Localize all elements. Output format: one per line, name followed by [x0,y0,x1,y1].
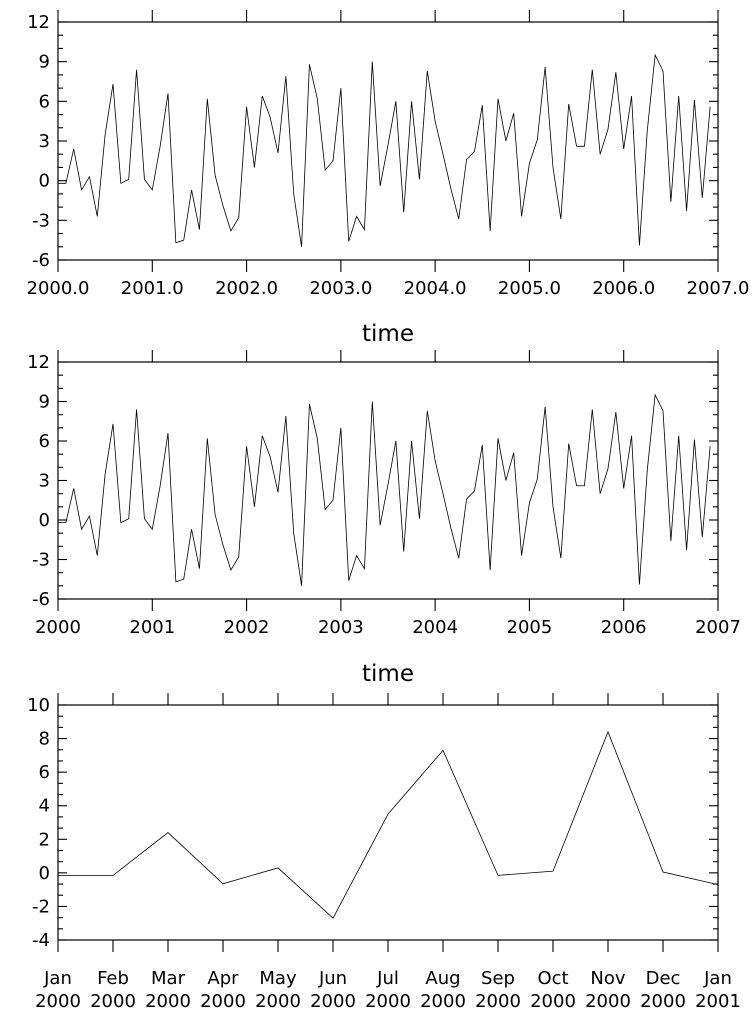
y-tick-label: 10 [27,695,50,716]
y-tick-label: 3 [39,471,50,492]
y-tick-label: -6 [32,250,50,271]
x-tick-label-year: 2000 [310,991,356,1012]
y-tick-label: 3 [39,131,50,152]
x-tick-label-year: 2000 [35,991,81,1012]
y-tick-label: 0 [39,863,50,884]
x-tick-label-year: 2000 [530,991,576,1012]
y-tick-label: -3 [32,550,50,571]
x-tick-label-month: Jun [318,968,347,989]
x-tick-label: 2001 [129,617,175,638]
y-tick-label: 0 [39,510,50,531]
plot-frame [57,21,719,261]
y-tick-label: 4 [39,796,50,817]
series-line [58,393,711,586]
y-tick-label: -4 [32,930,50,951]
chart-panel-1: 12 9 6 3 0 -3 -6 2000.0 2001.0 2002.0 2003.0 2004.0… [27,10,750,347]
x-tick-label: 2005.0 [498,278,561,299]
x-tick-label: 2000.0 [27,278,90,299]
x-tick-label-year: 2000 [90,991,136,1012]
x-tick-label-year: 2000 [420,991,466,1012]
x-axis-title: time [362,321,414,347]
x-tick-label-year: 2000 [640,991,686,1012]
x-tick-label-month: Oct [537,968,568,989]
x-tick-label: 2002.0 [215,278,278,299]
x-tick-label: 2005 [507,617,553,638]
x-tick-label: 2003.0 [309,278,372,299]
x-axis-title: time [362,661,414,687]
plot-frame [57,704,719,941]
y-tick-label: 9 [39,52,50,73]
y-tick-label: 9 [39,392,50,413]
y-tick-label: -3 [32,210,50,231]
x-tick-label-month: Nov [590,968,625,989]
x-tick-label: 2004 [412,617,458,638]
x-tick-label: 2002 [224,617,270,638]
x-tick-label: 2000 [35,617,81,638]
y-tick-label: 6 [39,431,50,452]
plot-frame [57,361,719,600]
y-tick-label: 2 [39,829,50,850]
x-tick-label-month: Mar [151,968,186,989]
x-tick-label-month: Apr [207,968,239,989]
x-tick-label: 2007.0 [687,278,750,299]
x-tick-label-year: 2000 [200,991,246,1012]
x-tick-label-year: 2000 [145,991,191,1012]
x-tick-label-month: Dec [646,968,681,989]
x-tick-label-month: Jan [43,968,72,989]
x-tick-label: 2001.0 [121,278,184,299]
x-tick-label: 2003 [318,617,364,638]
x-tick-label-month: Sep [481,968,515,989]
chart-panel-2: 12 9 6 3 0 -3 -6 2000 2001 2002 2003 2004 2005 2006 20… [27,350,741,687]
y-tick-label: 6 [39,762,50,783]
x-tick-label-year: 2000 [475,991,521,1012]
y-tick-label: 0 [39,171,50,192]
y-tick-label: 8 [39,729,50,750]
x-tick-label-year: 2000 [585,991,631,1012]
y-tick-label: 12 [27,352,50,373]
x-tick-label-month: May [259,968,297,989]
x-tick-label-year: 2000 [255,991,301,1012]
x-tick-label: 2006.0 [592,278,655,299]
x-tick-label-month: Jul [376,968,399,989]
y-tick-label: -6 [32,589,50,610]
x-tick-label-year: 2001 [695,991,741,1012]
y-tick-label: 6 [39,91,50,112]
x-tick-label: 2007 [695,617,741,638]
x-tick-label-month: Jan [703,968,732,989]
series-line [58,53,711,247]
series-line [58,730,719,919]
x-tick-label-month: Feb [97,968,129,989]
chart-panel-3: 1086420-2-4Jan2000Feb2000Mar2000Apr2000M… [27,693,741,1012]
x-tick-label: 2006 [601,617,647,638]
x-tick-label: 2004.0 [404,278,467,299]
x-tick-label-month: Aug [425,968,460,989]
y-tick-label: 12 [27,12,50,33]
x-tick-label-year: 2000 [365,991,411,1012]
y-tick-label: -2 [32,896,50,917]
